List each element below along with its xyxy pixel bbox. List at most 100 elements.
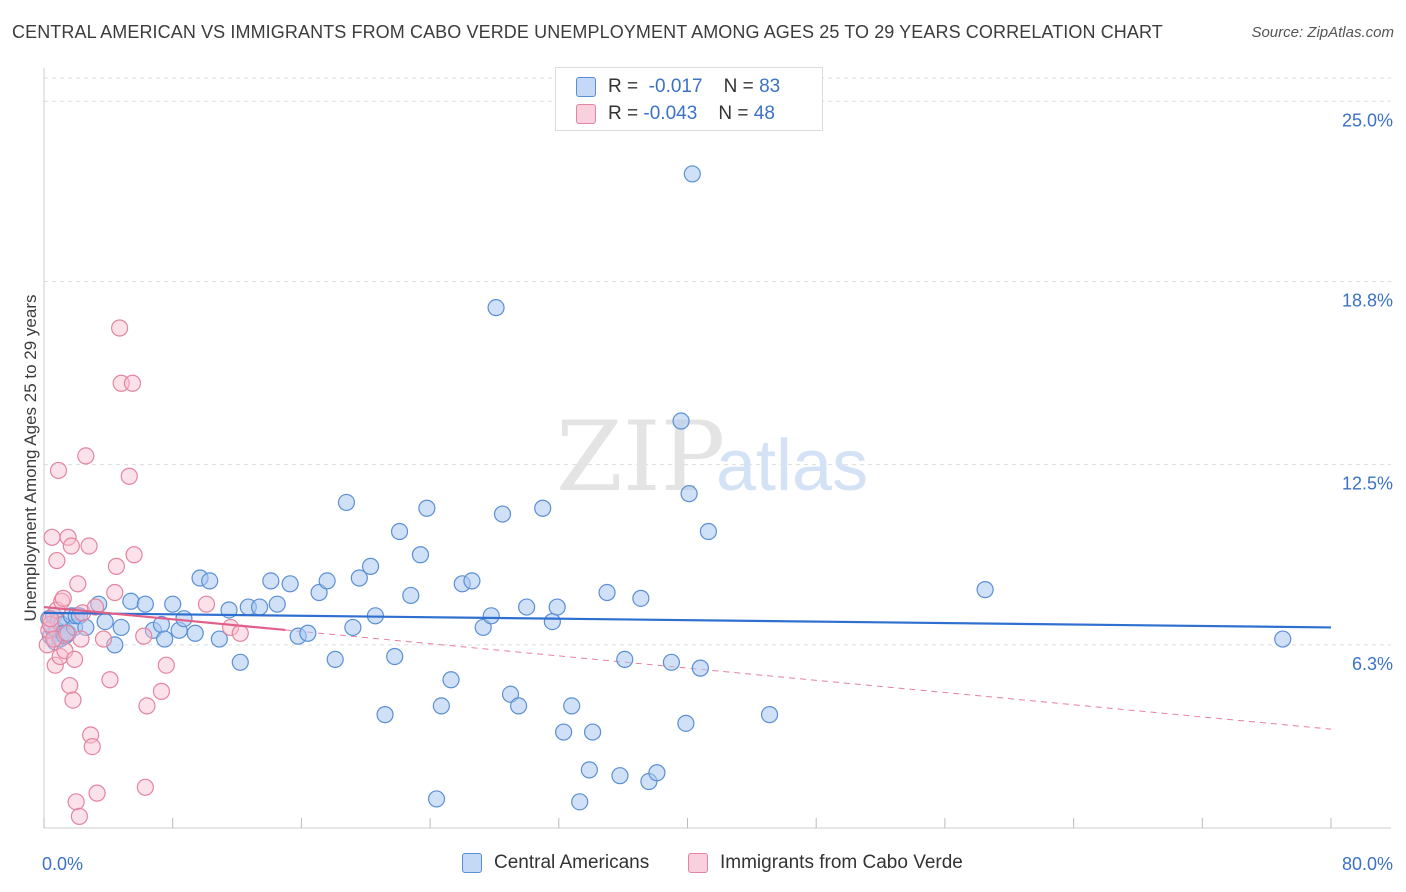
central-point [493,505,512,523]
central-point [518,598,536,616]
central-point [186,624,204,642]
central-point [268,595,286,613]
central-point [337,493,356,512]
central-point [344,618,362,637]
cabo-point [136,778,154,796]
central-point [411,546,430,564]
central-point [175,610,193,628]
central-point [976,581,994,599]
central-point [598,583,616,602]
watermark-zip: ZIP [556,401,725,513]
cabo-point [107,557,125,575]
central-point [699,522,718,541]
central-point [231,653,249,671]
central-point [299,624,317,642]
cabo-point [80,537,98,555]
trend-lines [43,605,1332,632]
central-point [442,671,460,689]
legend-n-label: N = [718,103,749,124]
central-trend-line [43,611,1332,629]
cabo-point [72,630,90,648]
central-point [662,653,681,671]
cabo-point [41,615,60,634]
bottom-legend-central: Central Americans [462,852,649,874]
central-point [427,790,446,808]
legend-n-label: N = [723,76,754,97]
cabo-trend-line [43,605,286,632]
series-cabo-verde [38,319,249,825]
y-tick-label: 12.5% [1342,474,1393,494]
central-point [534,499,552,517]
central-point [571,793,589,811]
cabo-point [197,595,216,613]
cabo-point [125,546,143,564]
cabo-point [48,551,66,570]
legend-r-value: -0.017 [648,76,703,97]
x-tick-label-min: 0.0% [42,854,83,874]
central-point [487,299,505,317]
central-point [122,592,140,610]
central-point [326,650,344,668]
central-point [250,598,269,616]
central-point [390,522,409,541]
central-point [112,618,130,637]
cabo-point [231,624,249,642]
central-point [350,569,368,587]
watermark: ZIP atlas [556,401,868,513]
legend-swatch-central [576,77,596,97]
central-point [509,697,528,715]
cabo-point [120,467,138,485]
cabo-point [65,650,84,668]
central-point [580,761,598,779]
legend-r-label: R = [608,103,639,124]
cabo-point [94,630,113,648]
legend-row-central: R = -0.017 N = 83 [576,75,780,99]
y-tick-label: 25.0% [1342,110,1393,130]
central-point [677,714,695,732]
cabo-point [56,642,74,660]
bottom-legend-swatch-cabo [688,853,708,873]
cabo-point [41,610,60,628]
central-point [583,723,602,741]
cabo-point [54,589,72,607]
y-tick-label: 18.8% [1342,290,1393,310]
central-point [136,595,154,613]
central-point [432,697,450,715]
y-tick-label: 6.3% [1352,654,1393,674]
cabo-point [135,627,153,645]
central-point [281,575,299,593]
cabo-point [77,447,95,465]
central-point [760,706,779,724]
cabo-point [46,656,64,674]
central-point [474,618,492,637]
cabo-point [83,738,101,756]
central-point [482,607,500,625]
cabo-point [62,537,80,555]
axes [43,68,1391,829]
cabo-point [88,784,106,802]
cabo-point [138,697,156,715]
series-central-americans [40,165,1292,811]
tick-labels: 6.3% 12.5% 18.8% 25.0% 0.0% 80.0% [42,110,1393,874]
central-point [555,723,573,741]
grid-lines [44,77,1391,646]
cabo-point [61,676,79,695]
central-point [376,706,394,724]
central-point [648,764,666,782]
bottom-legend-cabo: Immigrants from Cabo Verde [688,852,963,874]
central-point [318,572,336,590]
central-point [680,485,698,503]
central-point [616,650,634,668]
central-point [310,583,328,602]
central-point [543,613,561,631]
cabo-point [38,636,56,654]
central-point [210,630,228,648]
central-point [463,572,481,590]
central-point [156,630,174,648]
legend-r-value: -0.043 [643,103,698,124]
bottom-legend-swatch-central [462,853,482,873]
central-point [691,659,709,677]
central-point [201,572,219,590]
cabo-point [69,575,87,593]
